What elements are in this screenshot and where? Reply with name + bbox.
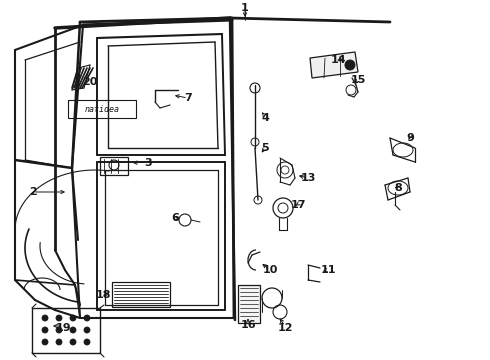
Bar: [68, 100, 136, 118]
Circle shape: [84, 327, 90, 333]
Text: 19: 19: [55, 323, 71, 333]
Text: 10: 10: [262, 265, 278, 275]
Circle shape: [345, 60, 355, 70]
Circle shape: [84, 339, 90, 345]
Circle shape: [84, 315, 90, 321]
Circle shape: [70, 339, 76, 345]
Text: 4: 4: [261, 113, 269, 123]
Text: 11: 11: [320, 265, 336, 275]
Text: 15: 15: [350, 75, 366, 85]
Text: natidea: natidea: [84, 105, 120, 114]
Text: 8: 8: [394, 183, 402, 193]
Text: 1: 1: [241, 3, 249, 13]
Text: 5: 5: [261, 143, 269, 153]
Text: 9: 9: [406, 133, 414, 143]
Circle shape: [42, 339, 48, 345]
Circle shape: [42, 327, 48, 333]
Bar: [238, 285, 260, 323]
Text: 13: 13: [300, 173, 316, 183]
Circle shape: [70, 315, 76, 321]
Text: 7: 7: [184, 93, 192, 103]
Bar: [100, 157, 128, 175]
Circle shape: [56, 327, 62, 333]
Text: 14: 14: [330, 55, 346, 65]
Bar: [112, 282, 170, 307]
Circle shape: [56, 315, 62, 321]
Circle shape: [56, 339, 62, 345]
Text: 20: 20: [82, 77, 98, 87]
Polygon shape: [310, 52, 358, 78]
Text: 2: 2: [29, 187, 37, 197]
Text: 16: 16: [240, 320, 256, 330]
Circle shape: [70, 327, 76, 333]
Text: 12: 12: [277, 323, 293, 333]
Circle shape: [42, 315, 48, 321]
Text: 3: 3: [144, 158, 152, 168]
Text: 18: 18: [95, 290, 111, 300]
Text: 17: 17: [290, 200, 306, 210]
Bar: [32, 308, 100, 353]
Text: 6: 6: [171, 213, 179, 223]
